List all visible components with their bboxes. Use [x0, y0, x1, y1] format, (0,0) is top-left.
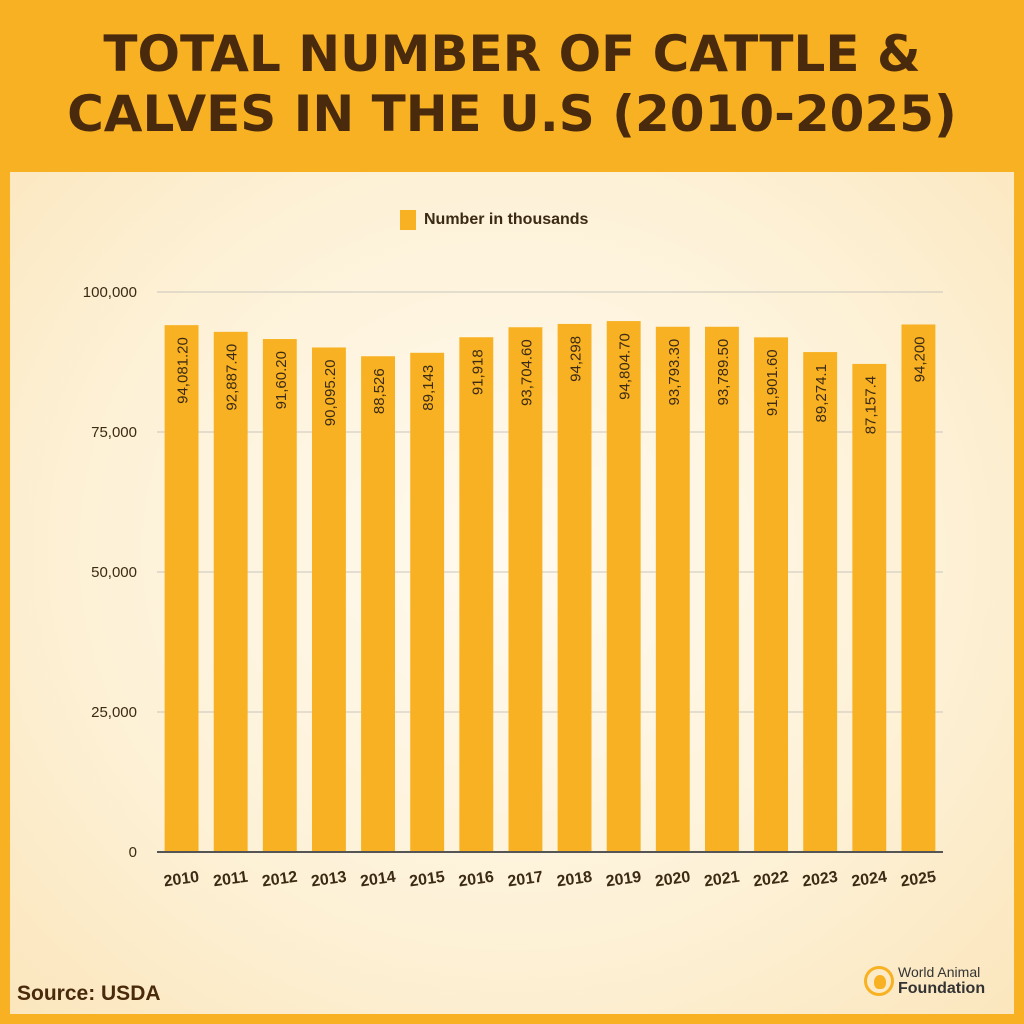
- data-label: 93,789.50: [715, 339, 732, 406]
- x-tick-label: 2017: [507, 869, 545, 891]
- data-label: 91,60.20: [273, 351, 290, 409]
- bar: [704, 326, 739, 852]
- data-label: 94,081.20: [175, 337, 192, 404]
- x-tick-label: 2016: [457, 869, 495, 891]
- logo-text-line1: World Animal: [898, 964, 981, 980]
- x-tick-label: 2012: [261, 869, 299, 891]
- legend-swatch: [400, 210, 416, 230]
- bar: [852, 363, 887, 852]
- y-tick-label: 25,000: [91, 704, 137, 721]
- x-tick-label: 2011: [212, 869, 249, 891]
- y-tick-label: 75,000: [91, 424, 137, 441]
- x-tick-label: 2021: [703, 869, 741, 891]
- x-tick-label: 2013: [310, 869, 348, 891]
- data-label: 90,095.20: [322, 359, 339, 426]
- data-label: 88,526: [371, 368, 388, 414]
- x-tick-label: 2023: [801, 869, 839, 891]
- data-label: 92,887.40: [224, 344, 241, 411]
- legend: Number in thousands: [400, 210, 588, 230]
- bar: [311, 347, 346, 852]
- logo: World Animal Foundation: [864, 965, 985, 997]
- data-label: 94,200: [911, 336, 928, 382]
- bar: [508, 327, 543, 852]
- bar: [754, 337, 789, 852]
- bar: [164, 325, 199, 853]
- bar: [803, 352, 838, 852]
- data-label: 93,704.60: [518, 339, 535, 406]
- bar: [901, 324, 936, 853]
- x-tick-label: 2014: [359, 869, 397, 891]
- data-label: 94,804.70: [617, 333, 634, 400]
- logo-text-line2: Foundation: [898, 980, 986, 997]
- bar: [459, 337, 494, 853]
- x-tick-label: 2019: [605, 869, 643, 891]
- x-tick-label: 2024: [850, 869, 888, 891]
- data-label: 87,157.4: [862, 376, 879, 434]
- x-tick-label: 2025: [900, 869, 938, 891]
- data-label: 93,793.30: [666, 339, 683, 406]
- title-line-1: TOTAL NUMBER OF CATTLE &: [103, 25, 921, 83]
- bar: [410, 352, 445, 852]
- data-label: 91,918: [469, 349, 486, 395]
- chart-title: TOTAL NUMBER OF CATTLE & CALVES IN THE U…: [0, 24, 1024, 144]
- x-tick-label: 2020: [654, 869, 692, 891]
- y-tick-label: 100,000: [83, 284, 137, 301]
- legend-label: Number in thousands: [424, 211, 589, 228]
- title-line-2: CALVES IN THE U.S (2010-2025): [67, 85, 957, 143]
- data-label: 94,298: [568, 336, 585, 382]
- data-label: 89,274.1: [813, 364, 830, 422]
- bar: [655, 326, 690, 852]
- x-tick-label: 2015: [408, 869, 446, 891]
- x-tick-label: 2010: [163, 869, 201, 891]
- x-tick-label: 2022: [752, 869, 790, 891]
- bar: [262, 339, 297, 852]
- y-tick-label: 50,000: [91, 564, 137, 581]
- data-label: 89,143: [420, 365, 437, 411]
- source-note: Source: USDA: [17, 982, 161, 1005]
- bar: [606, 321, 641, 852]
- data-label: 91,901.60: [764, 349, 781, 416]
- bar: [557, 323, 592, 852]
- bar: [213, 331, 248, 852]
- y-tick-label: 0: [129, 844, 137, 861]
- x-tick-label: 2018: [556, 869, 594, 891]
- bar: [361, 356, 396, 852]
- logo-icon: [864, 966, 894, 996]
